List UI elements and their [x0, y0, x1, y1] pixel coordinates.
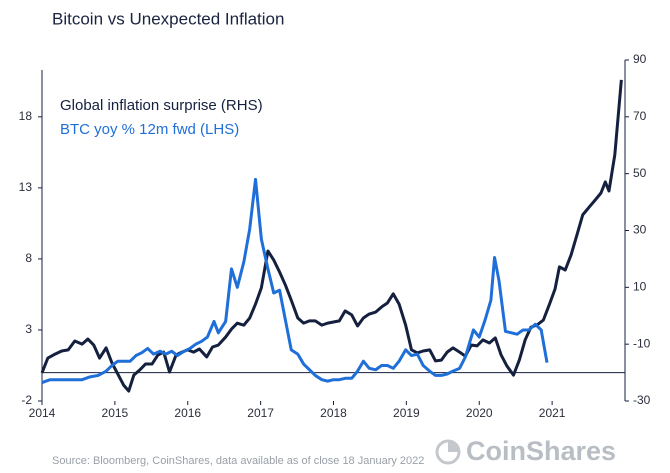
legend-entry: Global inflation surprise (RHS)	[60, 97, 263, 114]
y-tick-label: -2	[21, 393, 32, 407]
logo-wedge	[448, 441, 459, 452]
y-tick-label: 8	[25, 251, 32, 265]
y2-tick-label: 70	[633, 109, 647, 123]
x-tick-label: 2019	[393, 406, 420, 420]
x-tick-label: 2020	[466, 406, 493, 420]
y2-tick-label: 90	[633, 52, 647, 66]
logo-text: CoinShares	[466, 436, 616, 466]
x-tick-label: 2015	[102, 406, 129, 420]
x-tick-label: 2018	[320, 406, 347, 420]
x-tick-label: 2017	[247, 406, 274, 420]
series-line	[41, 177, 549, 384]
legend-entry: BTC yoy % 12m fwd (LHS)	[60, 121, 239, 138]
y-tick-label: 3	[25, 322, 32, 336]
y2-tick-label: 10	[633, 280, 647, 294]
y2-tick-label: 30	[633, 223, 647, 237]
y2-tick-label: 50	[633, 166, 647, 180]
x-tick-label: 2016	[174, 406, 201, 420]
y2-tick-label: -30	[633, 393, 651, 407]
x-tick-label: 2014	[29, 406, 56, 420]
logo-icon	[435, 439, 461, 465]
chart-title: Bitcoin vs Unexpected Inflation	[52, 9, 284, 28]
y-tick-label: 18	[19, 109, 33, 123]
y-tick-label: 13	[19, 180, 33, 194]
x-tick-label: 2021	[539, 406, 566, 420]
y2-tick-label: -10	[633, 336, 651, 350]
source-note: Source: Bloomberg, CoinShares, data avai…	[52, 455, 424, 467]
